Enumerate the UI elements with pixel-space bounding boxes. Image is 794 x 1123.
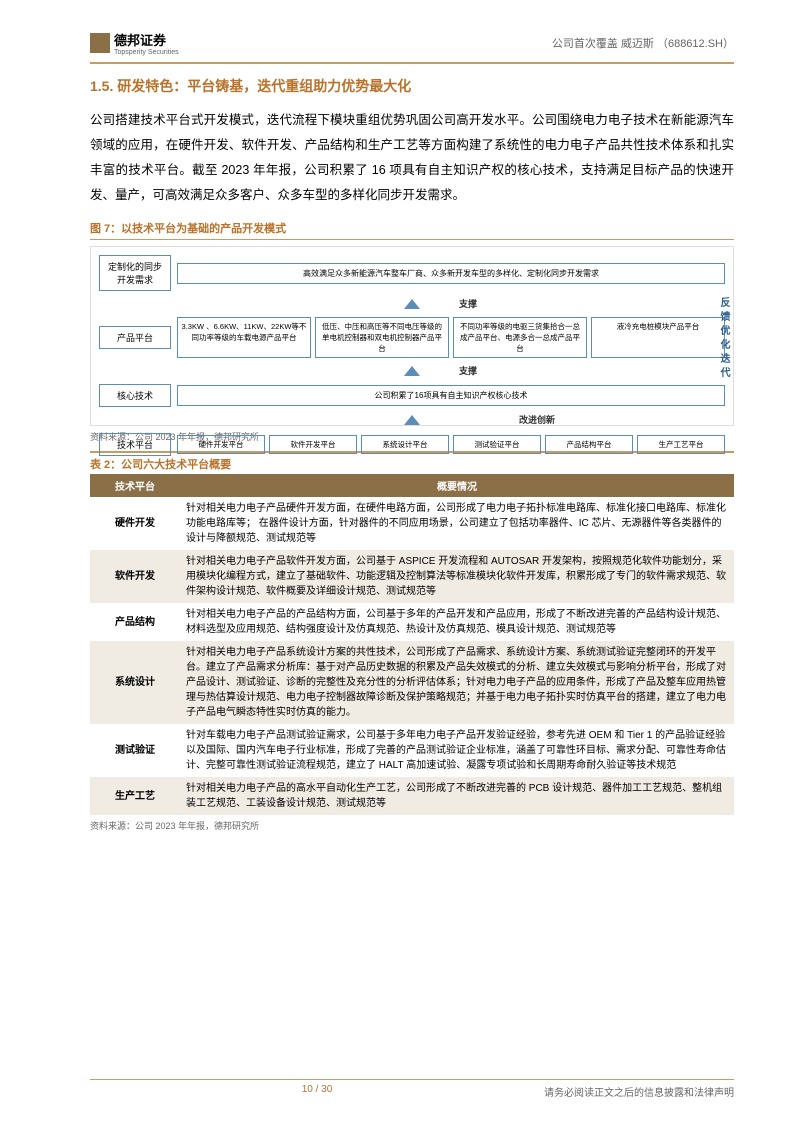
- table-source: 资料来源：公司 2023 年年报，德邦研究所: [90, 819, 734, 832]
- logo-icon: [90, 33, 110, 53]
- figure-title: 图 7：以技术平台为基础的产品开发模式: [90, 220, 734, 240]
- platform-name: 系统设计: [90, 641, 180, 724]
- arrow-icon: [404, 366, 420, 376]
- platform-name: 测试验证: [90, 724, 180, 777]
- diag-b2-2: 低压、中压和高压等不同电压等级的单电机控制器和双电机控制器产品平台: [315, 317, 449, 358]
- figure-diagram: 定制化的同步开发需求 高效满足众多新能源汽车整车厂商、众多新开发车型的多样化、定…: [90, 246, 734, 426]
- side-feedback: 反馈优化迭代: [716, 297, 731, 381]
- body-paragraph: 公司搭建技术平台式开发模式，迭代流程下模块重组优势巩固公司高开发水平。公司围绕电…: [90, 108, 734, 208]
- diag-box-1: 高效满足众多新能源汽车整车厂商、众多新开发车型的多样化、定制化同步开发需求: [177, 263, 725, 284]
- diag-platform-item: 硬件开发平台: [177, 435, 265, 454]
- diag-b2-3: 不同功率等级的电驱三货集拾合一总成产品平台、电源多合一总成产品平台: [453, 317, 587, 358]
- support-label-2: 支撑: [459, 364, 477, 377]
- th-2: 概要情况: [180, 474, 734, 497]
- diag-b2-4: 液冷充电桩模块产品平台: [591, 317, 725, 358]
- header-right: 公司首次覆盖 威迈斯 （688612.SH）: [552, 35, 734, 51]
- platform-desc: 针对相关电力电子产品硬件开发方面，在硬件电路方面，公司形成了电力电子拓扑标准电路…: [180, 497, 734, 550]
- page-number: 10 / 30: [302, 1084, 333, 1099]
- innovate-label: 改进创新: [519, 413, 555, 426]
- page-footer: 10 / 30 请务必阅读正文之后的信息披露和法律声明: [90, 1079, 734, 1099]
- platform-name: 软件开发: [90, 550, 180, 603]
- diag-platform-item: 软件开发平台: [269, 435, 357, 454]
- diag-platform-item: 系统设计平台: [361, 435, 449, 454]
- arrow-icon: [404, 415, 420, 425]
- table-row: 产品结构针对相关电力电子产品的产品结构方面，公司基于多年的产品开发和产品应用，形…: [90, 603, 734, 641]
- diag-box-3: 公司积累了16项具有自主知识产权核心技术: [177, 385, 725, 406]
- th-1: 技术平台: [90, 474, 180, 497]
- diag-platform-item: 产品结构平台: [545, 435, 633, 454]
- diag-label-3: 核心技术: [99, 384, 171, 407]
- logo: 德邦证券 Topsperity Securities: [90, 30, 179, 56]
- coverage: 公司首次覆盖 威迈斯: [552, 38, 654, 50]
- table-row: 生产工艺针对相关电力电子产品的高水平自动化生产工艺，公司形成了不断改进完善的 P…: [90, 777, 734, 815]
- table-row: 系统设计针对相关电力电子产品系统设计方案的共性技术，公司形成了产品需求、系统设计…: [90, 641, 734, 724]
- table-row: 硬件开发针对相关电力电子产品硬件开发方面，在硬件电路方面，公司形成了电力电子拓扑…: [90, 497, 734, 550]
- company-name: 德邦证券: [114, 33, 166, 48]
- platform-desc: 针对相关电力电子产品的高水平自动化生产工艺，公司形成了不断改进完善的 PCB 设…: [180, 777, 734, 815]
- platform-desc: 针对相关电力电子产品系统设计方案的共性技术，公司形成了产品需求、系统设计方案、系…: [180, 641, 734, 724]
- platform-desc: 针对车载电力电子产品测试验证需求，公司基于多年电力电子产品开发验证经验，参考先进…: [180, 724, 734, 777]
- company-en: Topsperity Securities: [114, 49, 179, 56]
- diag-label-4: 技术平台: [99, 433, 171, 456]
- platform-name: 硬件开发: [90, 497, 180, 550]
- support-label: 支撑: [459, 297, 477, 310]
- platform-desc: 针对相关电力电子产品的产品结构方面，公司基于多年的产品开发和产品应用，形成了不断…: [180, 603, 734, 641]
- page-header: 德邦证券 Topsperity Securities 公司首次覆盖 威迈斯 （6…: [90, 30, 734, 64]
- ticker: （688612.SH）: [657, 38, 734, 50]
- platform-desc: 针对相关电力电子产品软件开发方面，公司基于 ASPICE 开发流程和 AUTOS…: [180, 550, 734, 603]
- disclaimer: 请务必阅读正文之后的信息披露和法律声明: [544, 1084, 734, 1099]
- diag-platform-item: 测试验证平台: [453, 435, 541, 454]
- table-row: 测试验证针对车载电力电子产品测试验证需求，公司基于多年电力电子产品开发验证经验，…: [90, 724, 734, 777]
- arrow-icon: [404, 299, 420, 309]
- table-row: 软件开发针对相关电力电子产品软件开发方面，公司基于 ASPICE 开发流程和 A…: [90, 550, 734, 603]
- diag-b2-1: 3.3KW 、6.6KW、11KW、22KW等不同功率等级的车载电源产品平台: [177, 317, 311, 358]
- platform-name: 生产工艺: [90, 777, 180, 815]
- diag-platform-item: 生产工艺平台: [637, 435, 725, 454]
- platform-name: 产品结构: [90, 603, 180, 641]
- section-title: 1.5. 研发特色：平台铸基，迭代重组助力优势最大化: [90, 76, 734, 96]
- diag-label-2: 产品平台: [99, 326, 171, 349]
- platform-table: 技术平台 概要情况 硬件开发针对相关电力电子产品硬件开发方面，在硬件电路方面，公…: [90, 474, 734, 815]
- diag-label-1: 定制化的同步开发需求: [99, 255, 171, 291]
